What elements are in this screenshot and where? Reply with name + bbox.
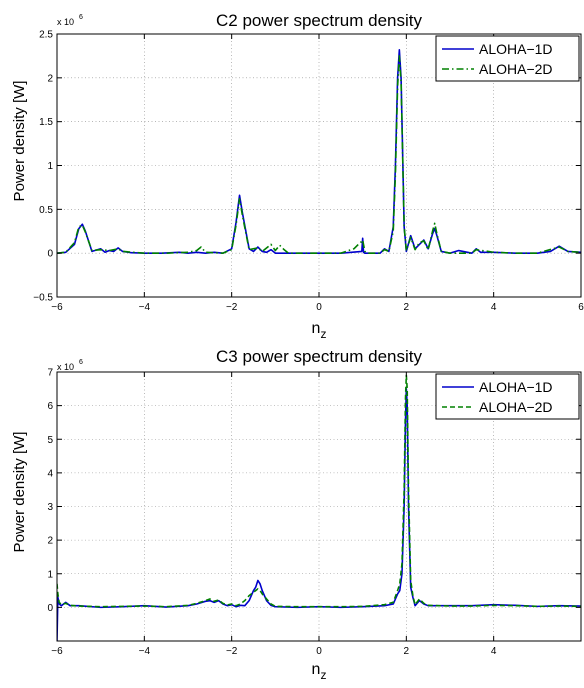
chart-c3-xlabel-main: n <box>312 661 321 678</box>
chart-c2-exponent-power: 6 <box>79 14 83 21</box>
chart-c3: C3 power spectrum density Power density … <box>11 347 582 682</box>
chart-c2-xtick-label-2: −2 <box>226 302 238 313</box>
chart-c2-legend-label-aloha-2d: ALOHA−2D <box>479 61 553 77</box>
chart-c3-ytick-label-0: 0 <box>47 603 53 614</box>
chart-c3-ytick-label-6: 6 <box>47 401 53 412</box>
chart-c3-xtick-label-3: 0 <box>316 646 322 657</box>
chart-c2-xtick-label-0: −6 <box>51 302 63 313</box>
chart-c2-series-aloha-2d-line <box>57 55 581 254</box>
chart-c3-xtick-label-5: 4 <box>491 646 497 657</box>
chart-c3-exponent-base: x 10 <box>57 362 74 372</box>
chart-c2-xlabel: nz <box>312 320 327 341</box>
chart-c2: C2 power spectrum density Power density … <box>11 11 584 341</box>
chart-c3-ytick-label-1: 1 <box>47 569 53 580</box>
chart-c2-exponent: x 10 6 <box>57 14 83 27</box>
chart-c3-title: C3 power spectrum density <box>216 347 422 366</box>
chart-c2-xlabel-main: n <box>312 320 321 337</box>
chart-c2-legend-label-aloha-1d: ALOHA−1D <box>479 41 553 57</box>
chart-c3-legend: ALOHA−1D ALOHA−2D <box>435 373 580 420</box>
chart-c3-legend-label-aloha-2d: ALOHA−2D <box>479 399 553 415</box>
chart-c2-ytick-label-5: 2 <box>47 73 53 84</box>
chart-c2-xtick-label-3: 0 <box>316 302 322 313</box>
chart-c2-ytick-label-0: −0.5 <box>33 293 53 304</box>
chart-c3-ytick-label-4: 4 <box>47 468 53 479</box>
chart-c3-xtick-label-2: −2 <box>226 646 238 657</box>
chart-c2-ytick-label-1: 0 <box>47 249 53 260</box>
chart-c2-ytick-label-4: 1.5 <box>39 117 53 128</box>
chart-c3-exponent-power: 6 <box>79 359 83 366</box>
chart-c2-ylabel: Power density [W] <box>11 81 28 202</box>
chart-c2-xlabel-sub: z <box>320 327 326 341</box>
chart-c2-ytick-label-6: 2.5 <box>39 30 53 41</box>
chart-c3-ytick-label-7: 7 <box>47 368 53 379</box>
chart-c3-ylabel: Power density [W] <box>11 432 28 553</box>
chart-c3-xlabel-sub: z <box>320 668 326 682</box>
chart-c2-plot-area: −6 −4 −2 0 2 4 6−0.500.511.522.5ALOHA−1DALOHA−… <box>33 30 584 314</box>
chart-c3-ytick-label-3: 3 <box>47 502 53 513</box>
chart-c2-xtick-label-6: 6 <box>578 302 584 313</box>
chart-c3-xtick-label-4: 2 <box>404 646 410 657</box>
chart-c2-ytick-label-3: 1 <box>47 161 53 172</box>
chart-c2-xtick-label-5: 4 <box>491 302 497 313</box>
chart-c2-legend-box <box>435 35 580 82</box>
chart-c3-series-aloha-2d-line <box>57 374 581 608</box>
chart-c3-legend-label-aloha-1d: ALOHA−1D <box>479 379 553 395</box>
chart-c2-xtick-label-4: 2 <box>404 302 410 313</box>
chart-c3-xtick-label-1: −4 <box>139 646 151 657</box>
chart-c3-xtick-label-0: −6 <box>51 646 63 657</box>
chart-c2-xtick-label-1: −4 <box>139 302 151 313</box>
chart-c2-title: C2 power spectrum density <box>216 11 422 30</box>
chart-c3-ytick-label-5: 5 <box>47 435 53 446</box>
chart-c3-exponent: x 10 6 <box>57 359 83 372</box>
chart-c2-exponent-base: x 10 <box>57 17 74 27</box>
chart-c3-ytick-label-2: 2 <box>47 536 53 547</box>
chart-c2-ytick-label-2: 0.5 <box>39 205 53 216</box>
chart-c3-legend-box <box>435 373 580 420</box>
chart-c3-xlabel: nz <box>312 661 327 682</box>
chart-c2-legend: ALOHA−1D ALOHA−2D <box>435 35 580 82</box>
chart-c3-plot-area: −6 −4 −2 0 2 4 0 1 2 3 4 5 6 7 ALOHA−1D ALOHA−2D <box>47 368 582 657</box>
